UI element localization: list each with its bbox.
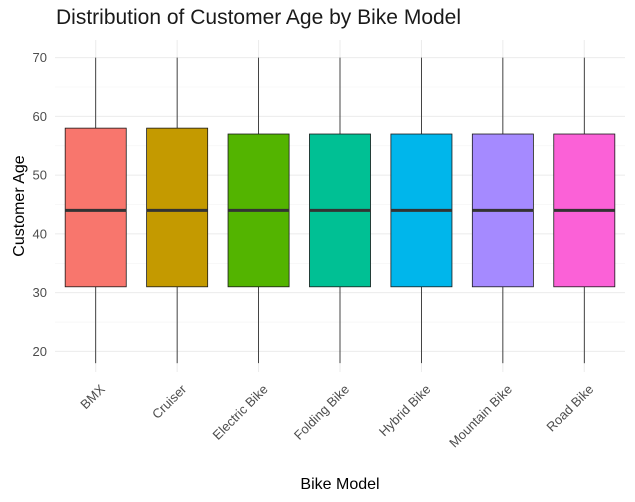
x-tick-label: BMX xyxy=(77,381,108,412)
y-tick-label: 30 xyxy=(33,285,47,300)
x-tick-label: Cruiser xyxy=(149,381,190,422)
x-tick-labels: BMX Cruiser Electric Bike Folding Bike Hybri… xyxy=(77,381,596,450)
iqr-box xyxy=(146,127,209,288)
box-electric-bike xyxy=(227,57,290,364)
chart-title: Distribution of Customer Age by Bike Mod… xyxy=(56,6,462,29)
x-tick-label: Road Bike xyxy=(543,382,596,435)
x-axis-title: Bike Model xyxy=(300,476,379,493)
x-tick-label: Mountain Bike xyxy=(446,382,515,451)
x-tick-label: Folding Bike xyxy=(291,382,352,443)
box-bmx xyxy=(64,57,127,364)
y-tick-label: 20 xyxy=(33,344,47,359)
box-hybrid-bike xyxy=(390,57,453,364)
x-tick-label: Hybrid Bike xyxy=(376,382,434,440)
x-tick-label: Electric Bike xyxy=(210,382,271,443)
box-cruiser xyxy=(146,57,209,364)
box-road-bike xyxy=(553,57,616,364)
y-tick-labels: 20 30 40 50 60 70 xyxy=(33,50,47,359)
box-layer xyxy=(64,57,616,364)
y-tick-label: 40 xyxy=(33,226,47,241)
y-tick-label: 60 xyxy=(33,109,47,124)
box-folding-bike xyxy=(309,57,371,364)
y-tick-label: 70 xyxy=(33,50,47,65)
y-tick-label: 50 xyxy=(33,168,47,183)
box-mountain-bike xyxy=(471,57,534,364)
y-axis-title: Customer Age xyxy=(11,155,28,256)
iqr-box xyxy=(64,127,127,288)
